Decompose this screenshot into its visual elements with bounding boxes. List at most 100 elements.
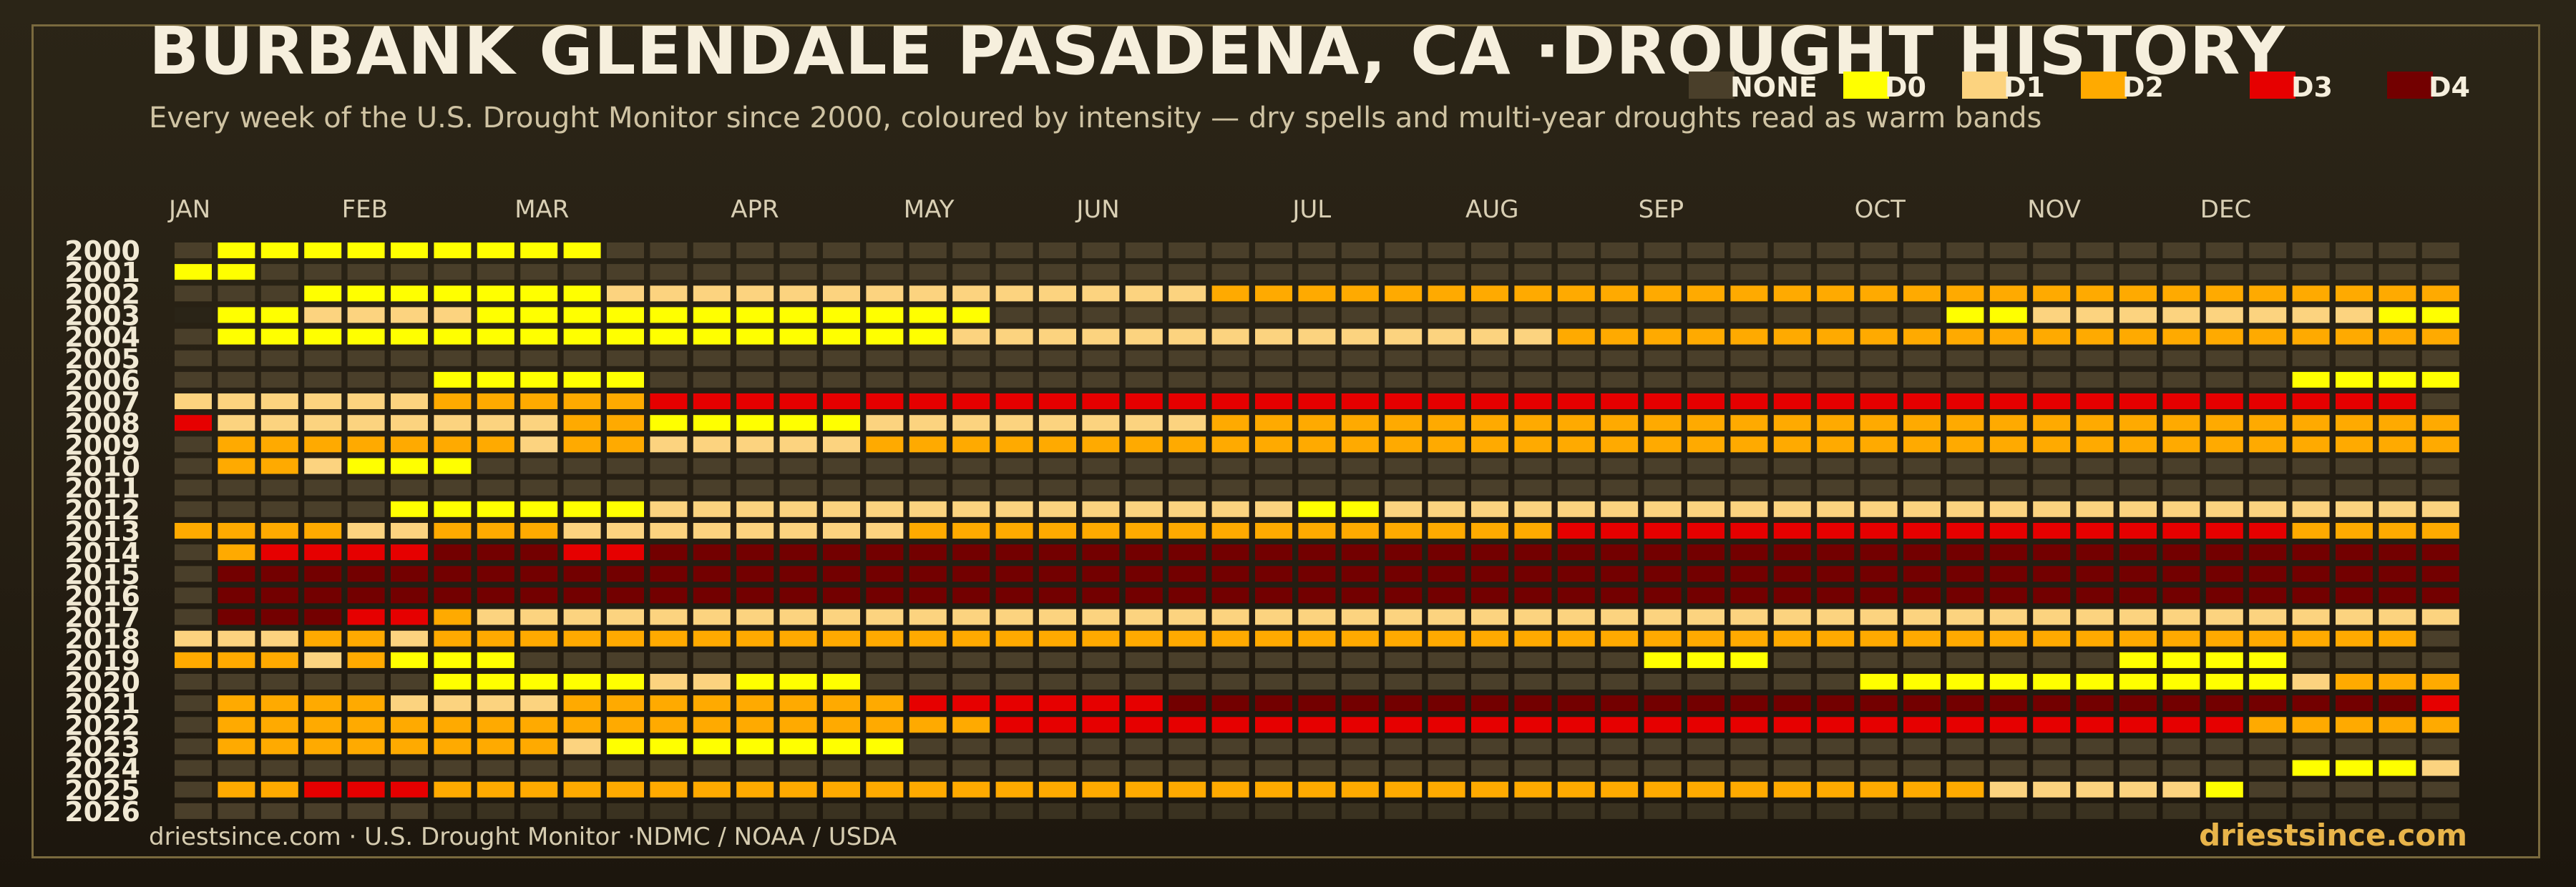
cell-2000-w17 <box>866 242 904 258</box>
cell-2013-w45 <box>2076 523 2114 539</box>
legend-label-d0: D0 <box>1885 72 1926 103</box>
year-label-2010: 2010 <box>64 451 140 483</box>
cell-2025-w37 <box>1730 781 1768 798</box>
cell-2026-w10 <box>563 803 601 819</box>
cell-2015-w41 <box>1903 566 1941 582</box>
cell-2000-w39 <box>1817 242 1855 258</box>
cell-2014-w10 <box>563 544 601 561</box>
cell-2016-w36 <box>1687 587 1724 604</box>
cell-2020-w28 <box>1341 674 1379 690</box>
cell-2004-w28 <box>1341 328 1379 345</box>
cell-2019-w47 <box>2162 652 2200 668</box>
cell-2020-w33 <box>1557 674 1595 690</box>
cell-2018-w18 <box>909 630 947 647</box>
cell-2000-w46 <box>2119 242 2157 258</box>
year-label-2013: 2013 <box>64 516 140 547</box>
cell-2021-w40 <box>1860 695 1898 712</box>
cell-2010-w27 <box>1298 458 1336 474</box>
legend-swatch-d1 <box>1962 72 2008 99</box>
cell-2013-w9 <box>520 523 558 539</box>
cell-2014-w42 <box>1946 544 1984 561</box>
cell-2023-w19 <box>952 738 990 755</box>
cell-2026-w24 <box>1169 803 1206 819</box>
brand-link[interactable]: driestsince.com <box>2199 818 2467 853</box>
cell-2009-w39 <box>1817 436 1855 453</box>
cell-2021-w18 <box>909 695 947 712</box>
cell-2003-w19 <box>952 307 990 323</box>
cell-2001-w45 <box>2076 264 2114 280</box>
cell-2020-w25 <box>1211 674 1249 690</box>
cell-2005-w44 <box>2033 350 2071 366</box>
cell-2012-w23 <box>1125 501 1163 517</box>
cell-2008-w9 <box>520 415 558 431</box>
cell-2024-w20 <box>995 760 1033 776</box>
cell-2004-w6 <box>391 328 428 345</box>
cell-2026-w52 <box>2379 803 2416 819</box>
cell-2025-w26 <box>1255 781 1292 798</box>
cell-2016-w10 <box>563 587 601 604</box>
cell-2023-w43 <box>1989 738 2027 755</box>
year-label-2019: 2019 <box>64 645 140 677</box>
cell-2022-w18 <box>909 717 947 733</box>
cell-2016-w19 <box>952 587 990 604</box>
cell-2003-w18 <box>909 307 947 323</box>
cell-2016-w7 <box>434 587 472 604</box>
cell-2006-w3 <box>260 371 298 388</box>
cell-2024-w9 <box>520 760 558 776</box>
cell-2020-w38 <box>1773 674 1811 690</box>
cell-2010-w1 <box>175 458 212 474</box>
cell-2001-w37 <box>1730 264 1768 280</box>
cell-2022-w15 <box>779 717 817 733</box>
cell-2002-w23 <box>1125 285 1163 302</box>
cell-2026-w20 <box>995 803 1033 819</box>
cell-2010-w37 <box>1730 458 1768 474</box>
cell-2011-w35 <box>1644 479 1682 496</box>
cell-2018-w9 <box>520 630 558 647</box>
cell-2003-w41 <box>1903 307 1941 323</box>
cell-2011-w4 <box>304 479 342 496</box>
cell-2014-w14 <box>736 544 774 561</box>
cell-2005-w20 <box>995 350 1033 366</box>
cell-2000-w50 <box>2292 242 2330 258</box>
cell-2008-w2 <box>218 415 255 431</box>
cell-2022-w24 <box>1169 717 1206 733</box>
cell-2020-w16 <box>823 674 860 690</box>
cell-2018-w24 <box>1169 630 1206 647</box>
cell-2006-w28 <box>1341 371 1379 388</box>
cell-2018-w25 <box>1211 630 1249 647</box>
cell-2020-w7 <box>434 674 472 690</box>
cell-2016-w38 <box>1773 587 1811 604</box>
cell-2023-w14 <box>736 738 774 755</box>
cell-2007-w46 <box>2119 393 2157 409</box>
cell-2001-w36 <box>1687 264 1724 280</box>
cell-2000-w10 <box>563 242 601 258</box>
cell-2000-w5 <box>347 242 385 258</box>
cell-2026-w51 <box>2336 803 2373 819</box>
cell-2000-w9 <box>520 242 558 258</box>
cell-2000-w25 <box>1211 242 1249 258</box>
cell-2018-w33 <box>1557 630 1595 647</box>
cell-2026-w21 <box>1039 803 1076 819</box>
cell-2009-w42 <box>1946 436 1984 453</box>
cell-2011-w15 <box>779 479 817 496</box>
cell-2001-w19 <box>952 264 990 280</box>
cell-2016-w52 <box>2379 587 2416 604</box>
cell-2004-w18 <box>909 328 947 345</box>
cell-2001-w51 <box>2336 264 2373 280</box>
cell-2007-w17 <box>866 393 904 409</box>
cell-2009-w13 <box>693 436 731 453</box>
cell-2007-w1 <box>175 393 212 409</box>
cell-2012-w22 <box>1082 501 1120 517</box>
cell-2013-w52 <box>2379 523 2416 539</box>
cell-2004-w52 <box>2379 328 2416 345</box>
cell-2007-w50 <box>2292 393 2330 409</box>
cell-2010-w13 <box>693 458 731 474</box>
cell-2012-w47 <box>2162 501 2200 517</box>
cell-2020-w41 <box>1903 674 1941 690</box>
cell-2014-w6 <box>391 544 428 561</box>
cell-2025-w31 <box>1471 781 1508 798</box>
cell-2024-w11 <box>607 760 644 776</box>
cell-2014-w49 <box>2249 544 2287 561</box>
month-label-aug: AUG <box>1465 195 1519 224</box>
cell-2024-w29 <box>1385 760 1423 776</box>
